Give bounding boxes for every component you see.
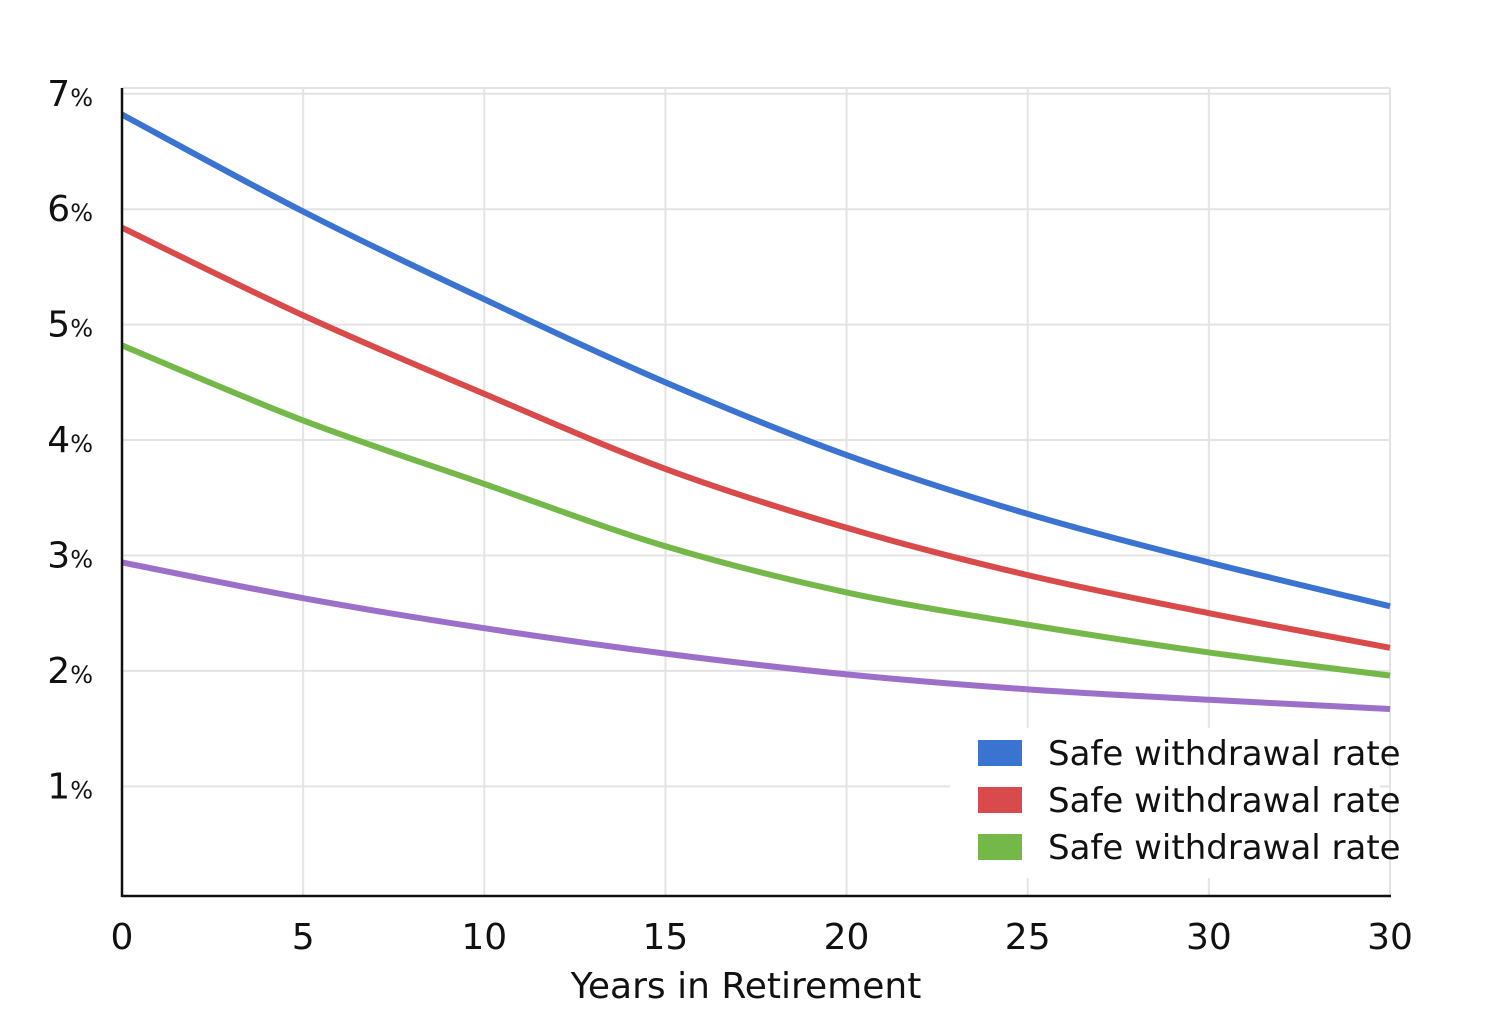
axes — [120, 88, 1391, 898]
legend: Safe withdrawal rate Safe withdrawal rate… — [950, 728, 1401, 878]
grid — [122, 87, 1391, 896]
legend-label: Safe withdrawal rate — [1048, 734, 1401, 774]
x-tick-label: 10 — [461, 917, 507, 958]
y-tick-label: 7% — [47, 74, 93, 115]
series-layer — [120, 111, 1391, 713]
legend-label: Safe withdrawal rate — [1048, 828, 1401, 868]
legend-swatch — [978, 834, 1022, 860]
y-tick-label: 3% — [47, 535, 93, 576]
x-tick-label: 30 — [1367, 917, 1413, 958]
series-line-4 — [121, 559, 1391, 713]
series-line-3 — [120, 342, 1391, 679]
legend-label: Safe withdrawal rate — [1048, 781, 1401, 821]
y-tick-label: 6% — [47, 189, 93, 230]
legend-swatch — [978, 787, 1022, 813]
series-line-2 — [120, 224, 1391, 651]
y-tick-labels: 1% 2% 3% 4% 5% 6% 7% — [47, 74, 93, 808]
x-tick-label: 0 — [111, 917, 134, 958]
x-tick-label: 15 — [643, 917, 689, 958]
x-axis-title: Years in Retirement — [570, 966, 922, 1007]
x-tick-labels: 0 5 10 15 20 25 30 30 — [111, 917, 1413, 958]
x-tick-label: 5 — [292, 917, 315, 958]
legend-swatch — [978, 740, 1022, 766]
x-tick-label: 25 — [1005, 917, 1051, 958]
y-tick-label: 1% — [47, 766, 93, 807]
x-tick-label: 30 — [1186, 917, 1232, 958]
y-tick-label: 2% — [47, 651, 93, 692]
x-tick-label: 20 — [824, 917, 870, 958]
series-line-1 — [120, 111, 1391, 610]
y-tick-label: 4% — [47, 420, 93, 461]
y-tick-label: 5% — [47, 305, 93, 346]
